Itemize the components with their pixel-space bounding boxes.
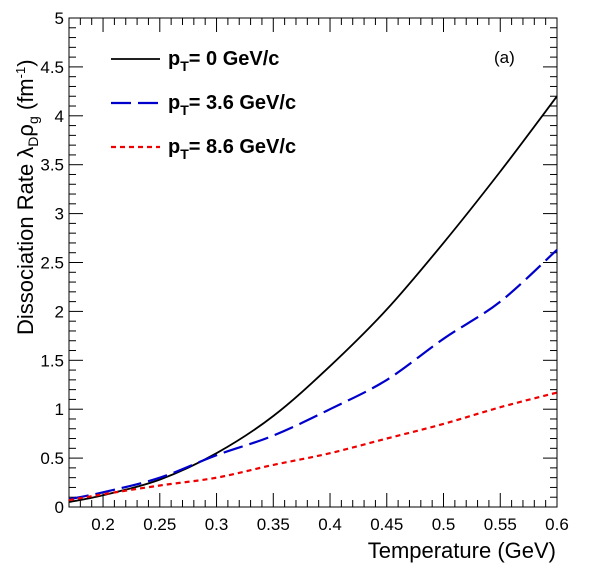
axis-ticks xyxy=(68,17,558,508)
legend-label-1: pT= 0 GeV/c xyxy=(168,48,279,74)
y-axis-unit-open: (fm xyxy=(13,78,38,116)
y-tick-label: 2 xyxy=(55,302,64,321)
x-tick-label: 0.4 xyxy=(318,515,342,534)
y-tick-label: 1.5 xyxy=(40,351,64,370)
x-tick-label: 0.5 xyxy=(432,515,456,534)
y-tick-label: 4 xyxy=(55,107,64,126)
y-axis-rho-symbol: ρ xyxy=(13,124,38,137)
y-axis-title: Dissociation Rate λDρg (fm-1) xyxy=(13,59,41,335)
y-tick-label: 5 xyxy=(55,9,64,28)
legend-label-3: pT= 8.6 GeV/c xyxy=(168,136,296,162)
y-axis-unit-close: ) xyxy=(13,59,38,66)
panel-label: (a) xyxy=(494,48,515,67)
x-tick-label: 0.35 xyxy=(257,515,290,534)
series-line-2 xyxy=(68,248,558,501)
y-tick-label: 0.5 xyxy=(40,449,64,468)
y-tick-label: 2.5 xyxy=(40,254,64,273)
y-axis-lambda-subscript: D xyxy=(25,137,41,147)
legend: pT= 0 GeV/c pT= 3.6 GeV/c pT= 8.6 GeV/c xyxy=(111,48,296,162)
legend-label-2: pT= 3.6 GeV/c xyxy=(168,92,296,118)
y-axis-unit-superscript: -1 xyxy=(13,67,28,79)
series-line-1 xyxy=(68,95,558,503)
axis-tick-labels: 0.2 0.25 0.3 0.35 0.4 0.45 0.5 0.55 0.6 0 0.5 1 1.5 2… xyxy=(40,9,568,534)
x-tick-label: 0.2 xyxy=(91,515,115,534)
y-axis-title-prefix: Dissociation Rate xyxy=(13,158,38,335)
x-axis-title: Temperature (GeV) xyxy=(368,538,556,563)
x-tick-label: 0.6 xyxy=(545,515,569,534)
x-tick-label: 0.3 xyxy=(205,515,229,534)
y-axis-rho-subscript: g xyxy=(25,116,41,124)
y-tick-label: 4.5 xyxy=(40,58,64,77)
y-axis-lambda-symbol: λ xyxy=(13,147,38,158)
series-line-3 xyxy=(68,391,558,502)
y-tick-label: 3 xyxy=(55,205,64,224)
y-tick-label: 3.5 xyxy=(40,156,64,175)
data-series xyxy=(68,95,558,503)
y-tick-label: 0 xyxy=(55,498,64,517)
x-tick-label: 0.25 xyxy=(143,515,176,534)
plot-frame xyxy=(68,17,558,508)
x-tick-label: 0.45 xyxy=(370,515,403,534)
y-tick-label: 1 xyxy=(55,400,64,419)
x-tick-label: 0.55 xyxy=(484,515,517,534)
